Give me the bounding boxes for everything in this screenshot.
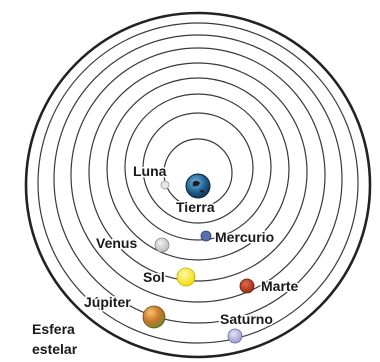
moon-icon (160, 180, 170, 190)
label-tierra: Tierra (176, 199, 215, 215)
label-venus: Venus (96, 235, 137, 251)
orbit-ring (88, 62, 308, 282)
label-sol: Sol (143, 269, 165, 285)
earth-continent (192, 180, 204, 193)
label-esfera-line1: Esfera (32, 321, 75, 337)
orbit-ring (70, 47, 326, 303)
mars-icon (239, 278, 255, 294)
label-luna: Luna (133, 163, 167, 179)
orbit-ring (53, 34, 343, 324)
orbit-ring (37, 22, 359, 344)
label-saturno: Saturno (220, 311, 273, 327)
label-mercurio: Mercurio (215, 229, 274, 245)
orbit-ring (106, 77, 290, 261)
mercury-icon (200, 230, 212, 242)
label-jupiter: Júpiter (84, 294, 131, 310)
label-esfera-line2: estelar (32, 341, 78, 357)
orbit-ring (124, 93, 272, 241)
label-marte: Marte (261, 278, 299, 294)
orbit-ring (163, 138, 233, 208)
sun-icon (176, 267, 196, 287)
earth-icon (185, 173, 211, 199)
stellar-sphere-ring (24, 11, 372, 359)
saturn-icon (227, 328, 243, 344)
venus-icon (154, 237, 170, 253)
orbit-ring (142, 112, 254, 224)
jupiter-icon (142, 305, 166, 329)
